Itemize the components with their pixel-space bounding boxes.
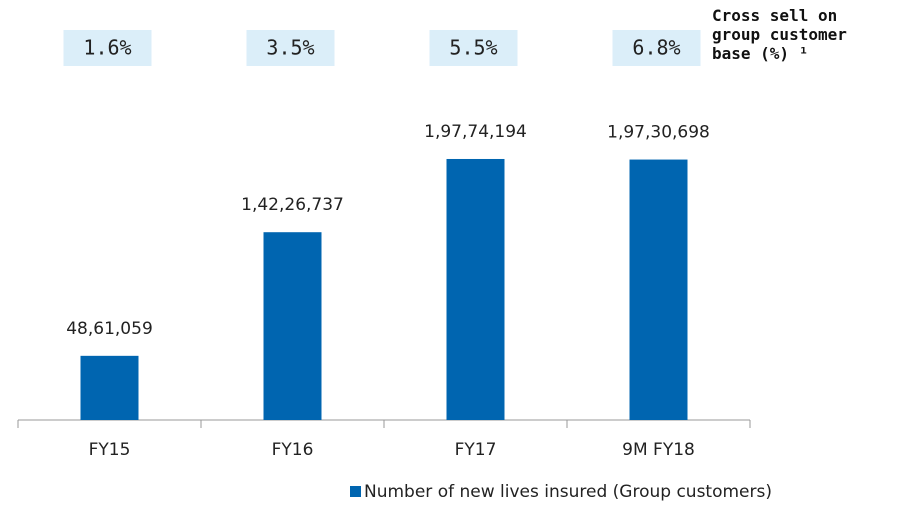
cross-sell-box [246, 30, 335, 66]
cross-sell-title: Cross sell on group customer base (%) ¹ [712, 6, 847, 63]
bar [80, 355, 139, 420]
value-label: 1,97,30,698 [607, 123, 710, 143]
cross-sell-label: 3.5% [266, 36, 314, 60]
cross-sell-label: 6.8% [632, 36, 680, 60]
legend-label: Number of new lives insured (Group custo… [364, 482, 772, 502]
x-tick-label: 9M FY18 [622, 440, 695, 460]
value-label: 1,97,74,194 [424, 122, 527, 142]
bar [446, 158, 505, 420]
cross-sell-label: 1.6% [83, 36, 131, 60]
legend-swatch [350, 486, 361, 497]
value-label: 48,61,059 [66, 319, 153, 339]
cross-sell-label: 5.5% [449, 36, 497, 60]
x-tick-label: FY17 [455, 440, 497, 460]
cross-sell-box [429, 30, 518, 66]
bar [629, 159, 688, 420]
value-label: 1,42,26,737 [241, 195, 344, 215]
cross-sell-box [63, 30, 152, 66]
x-tick-label: FY16 [272, 440, 314, 460]
cross-sell-box [612, 30, 701, 66]
bar [263, 232, 322, 420]
x-tick-label: FY15 [89, 440, 131, 460]
